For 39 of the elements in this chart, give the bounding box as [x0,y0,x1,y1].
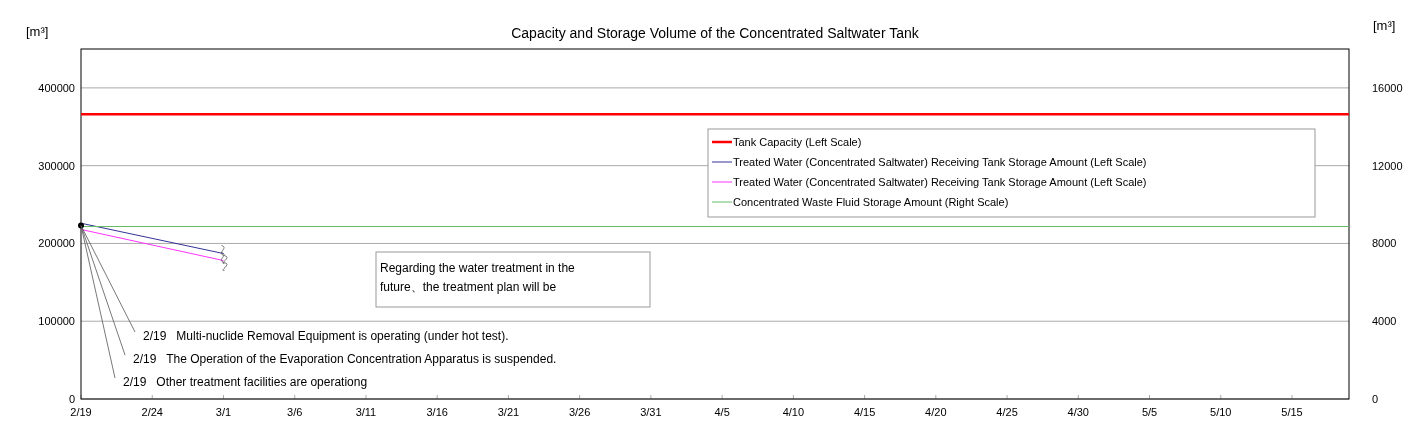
x-tick-label: 5/15 [1281,406,1303,418]
x-tick-label: 3/26 [568,406,591,418]
x-tick-label: 3/11 [355,406,377,418]
y2-tick-label: 8000 [1372,237,1397,250]
legend-label: Tank Capacity (Left Scale) [733,136,862,148]
annotation: 2/19 Other treatment facilities are operationg [123,375,368,389]
legend-label: Treated Water (Concentrated Saltwater) Receiving Tank Storage Amount (Left Scale) [733,156,1147,168]
x-tick-label: 4/25 [996,406,1018,418]
y-tick-label: 400000 [38,81,75,94]
legend-label: Concentrated Waste Fluid Storage Amount (Right Scale) [733,196,1009,208]
y-tick-label: 0 [68,393,75,405]
y2-tick-label: 12000 [1372,159,1403,172]
y-tick-label: 100000 [38,315,75,328]
annotation: 2/19 Multi-nuclide Removal Equipment is operating (under hot test). [143,329,509,343]
x-tick-label: 3/1 [215,406,232,418]
x-tick-label: 4/15 [853,406,876,418]
y2-tick-label: 16000 [1372,81,1403,94]
annotation: 2/19 The Operation of the Evaporation Concentration Apparatus is suspended. [133,352,557,366]
x-tick-label: 3/6 [287,406,303,418]
chart-title: Capacity and Storage Volume of the Concentrated Saltwater Tank [511,25,920,41]
annotation: Regarding the water treatment in the future、the treatment plan will be [380,261,576,294]
y-tick-label: 200000 [38,237,75,250]
y-axis-title: [m³] [26,24,49,39]
x-tick-label: 3/21 [497,406,520,418]
x-tick-label: 5/10 [1210,406,1232,418]
x-tick-label: 4/20 [925,406,947,418]
x-tick-label: 4/30 [1067,406,1090,418]
y2-axis-title: [m³] [1373,18,1396,33]
x-tick-label: 3/31 [640,406,662,418]
x-tick-label: 2/19 [70,406,92,418]
x-tick-label: 4/10 [782,406,805,418]
legend-label: Treated Water (Concentrated Saltwater) Receiving Tank Storage Amount (Left Scale) [733,176,1147,188]
y-tick-label: 300000 [38,159,75,172]
x-tick-label: 5/5 [1141,406,1158,418]
x-tick-label: 3/16 [426,406,448,418]
y2-tick-label: 4000 [1372,315,1397,328]
y2-tick-label: 0 [1372,393,1379,405]
x-tick-label: 2/24 [141,406,163,418]
x-tick-label: 4/5 [714,406,730,418]
